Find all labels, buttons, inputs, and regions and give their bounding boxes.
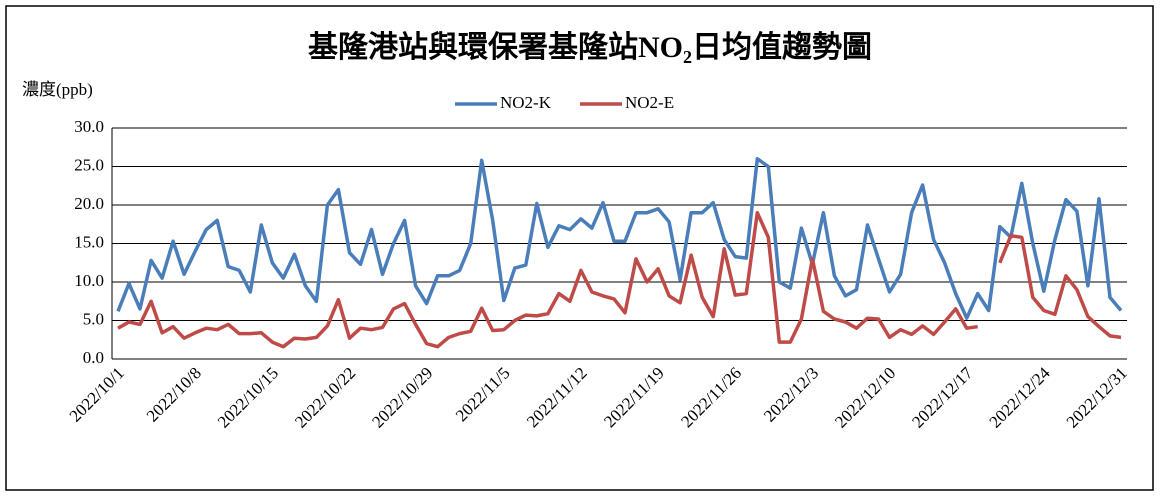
legend-label: NO2-K	[500, 93, 552, 112]
chart-title: 基隆港站與環保署基隆站NO₂日均值趨勢圖	[308, 30, 872, 64]
line-series	[116, 157, 1123, 320]
y-tick-label: 5.0	[83, 309, 104, 328]
line-series	[117, 210, 1122, 349]
y-tick-label: 20.0	[74, 194, 104, 213]
y-tick-label: 25.0	[74, 155, 104, 174]
y-tick-label: 0.0	[83, 348, 104, 367]
y-tick-label: 30.0	[74, 117, 104, 136]
y-tick-label: 15.0	[74, 232, 104, 251]
legend-label: NO2-E	[625, 93, 674, 112]
frame	[5, 5, 1154, 491]
y-tick-label: 10.0	[74, 271, 104, 290]
y-axis-label: 濃度(ppb)	[22, 80, 93, 99]
